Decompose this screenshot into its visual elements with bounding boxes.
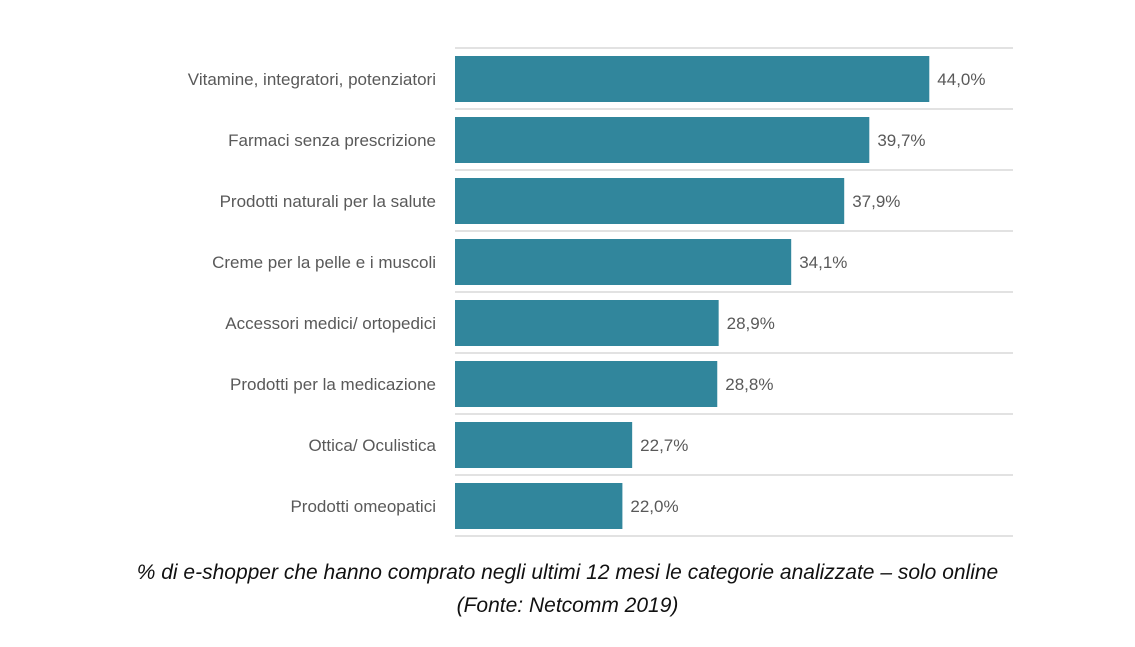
data-label: 37,9% bbox=[852, 192, 900, 211]
category-label: Prodotti per la medicazione bbox=[230, 375, 436, 394]
bar bbox=[455, 239, 792, 285]
bar bbox=[455, 56, 930, 102]
bar bbox=[455, 117, 870, 163]
data-label: 39,7% bbox=[877, 131, 925, 150]
data-label: 28,9% bbox=[727, 314, 775, 333]
chart-caption: % di e-shopper che hanno comprato negli … bbox=[136, 561, 999, 584]
bar bbox=[455, 361, 718, 407]
category-label: Ottica/ Oculistica bbox=[308, 436, 436, 455]
data-label: 34,1% bbox=[799, 253, 847, 272]
data-label: 28,8% bbox=[725, 375, 773, 394]
category-label: Accessori medici/ ortopedici bbox=[225, 314, 436, 333]
data-label: 44,0% bbox=[937, 70, 985, 89]
chart-source: (Fonte: Netcomm 2019) bbox=[456, 594, 679, 617]
category-label: Creme per la pelle e i muscoli bbox=[212, 253, 436, 272]
data-label: 22,7% bbox=[640, 436, 688, 455]
bar bbox=[455, 178, 845, 224]
category-label: Farmaci senza prescrizione bbox=[228, 131, 436, 150]
bar bbox=[455, 483, 623, 529]
category-label: Vitamine, integratori, potenziatori bbox=[188, 70, 436, 89]
category-label: Prodotti omeopatici bbox=[290, 497, 436, 516]
data-label: 22,0% bbox=[630, 497, 678, 516]
bar bbox=[455, 300, 719, 346]
bar bbox=[455, 422, 633, 468]
category-label: Prodotti naturali per la salute bbox=[220, 192, 436, 211]
